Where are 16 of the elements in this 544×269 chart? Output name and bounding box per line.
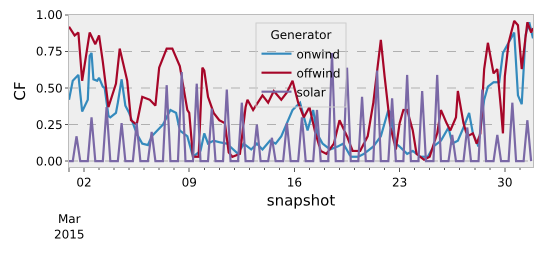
legend-title: Generator	[270, 28, 332, 42]
y-tick-label: 0.25	[36, 118, 63, 132]
y-tick-label: 0.00	[36, 154, 63, 168]
x-tick-label: 23	[392, 175, 408, 190]
legend-label: onwind	[296, 47, 340, 62]
x-tick-label: 30	[497, 175, 512, 190]
x-tick-label: 16	[286, 175, 302, 190]
y-tick-label: 0.50	[36, 81, 63, 96]
x-axis-title: snapshot	[266, 191, 336, 210]
legend-label: solar	[296, 85, 326, 100]
x-tick-label: 02	[76, 175, 92, 190]
text: Mar 2015	[54, 212, 85, 242]
y-axis-title: CF	[11, 81, 30, 101]
y-tick-label: 0.75	[36, 44, 63, 59]
y-tick-label: 1.00	[36, 8, 63, 22]
x-tick-label: 09	[182, 175, 197, 190]
